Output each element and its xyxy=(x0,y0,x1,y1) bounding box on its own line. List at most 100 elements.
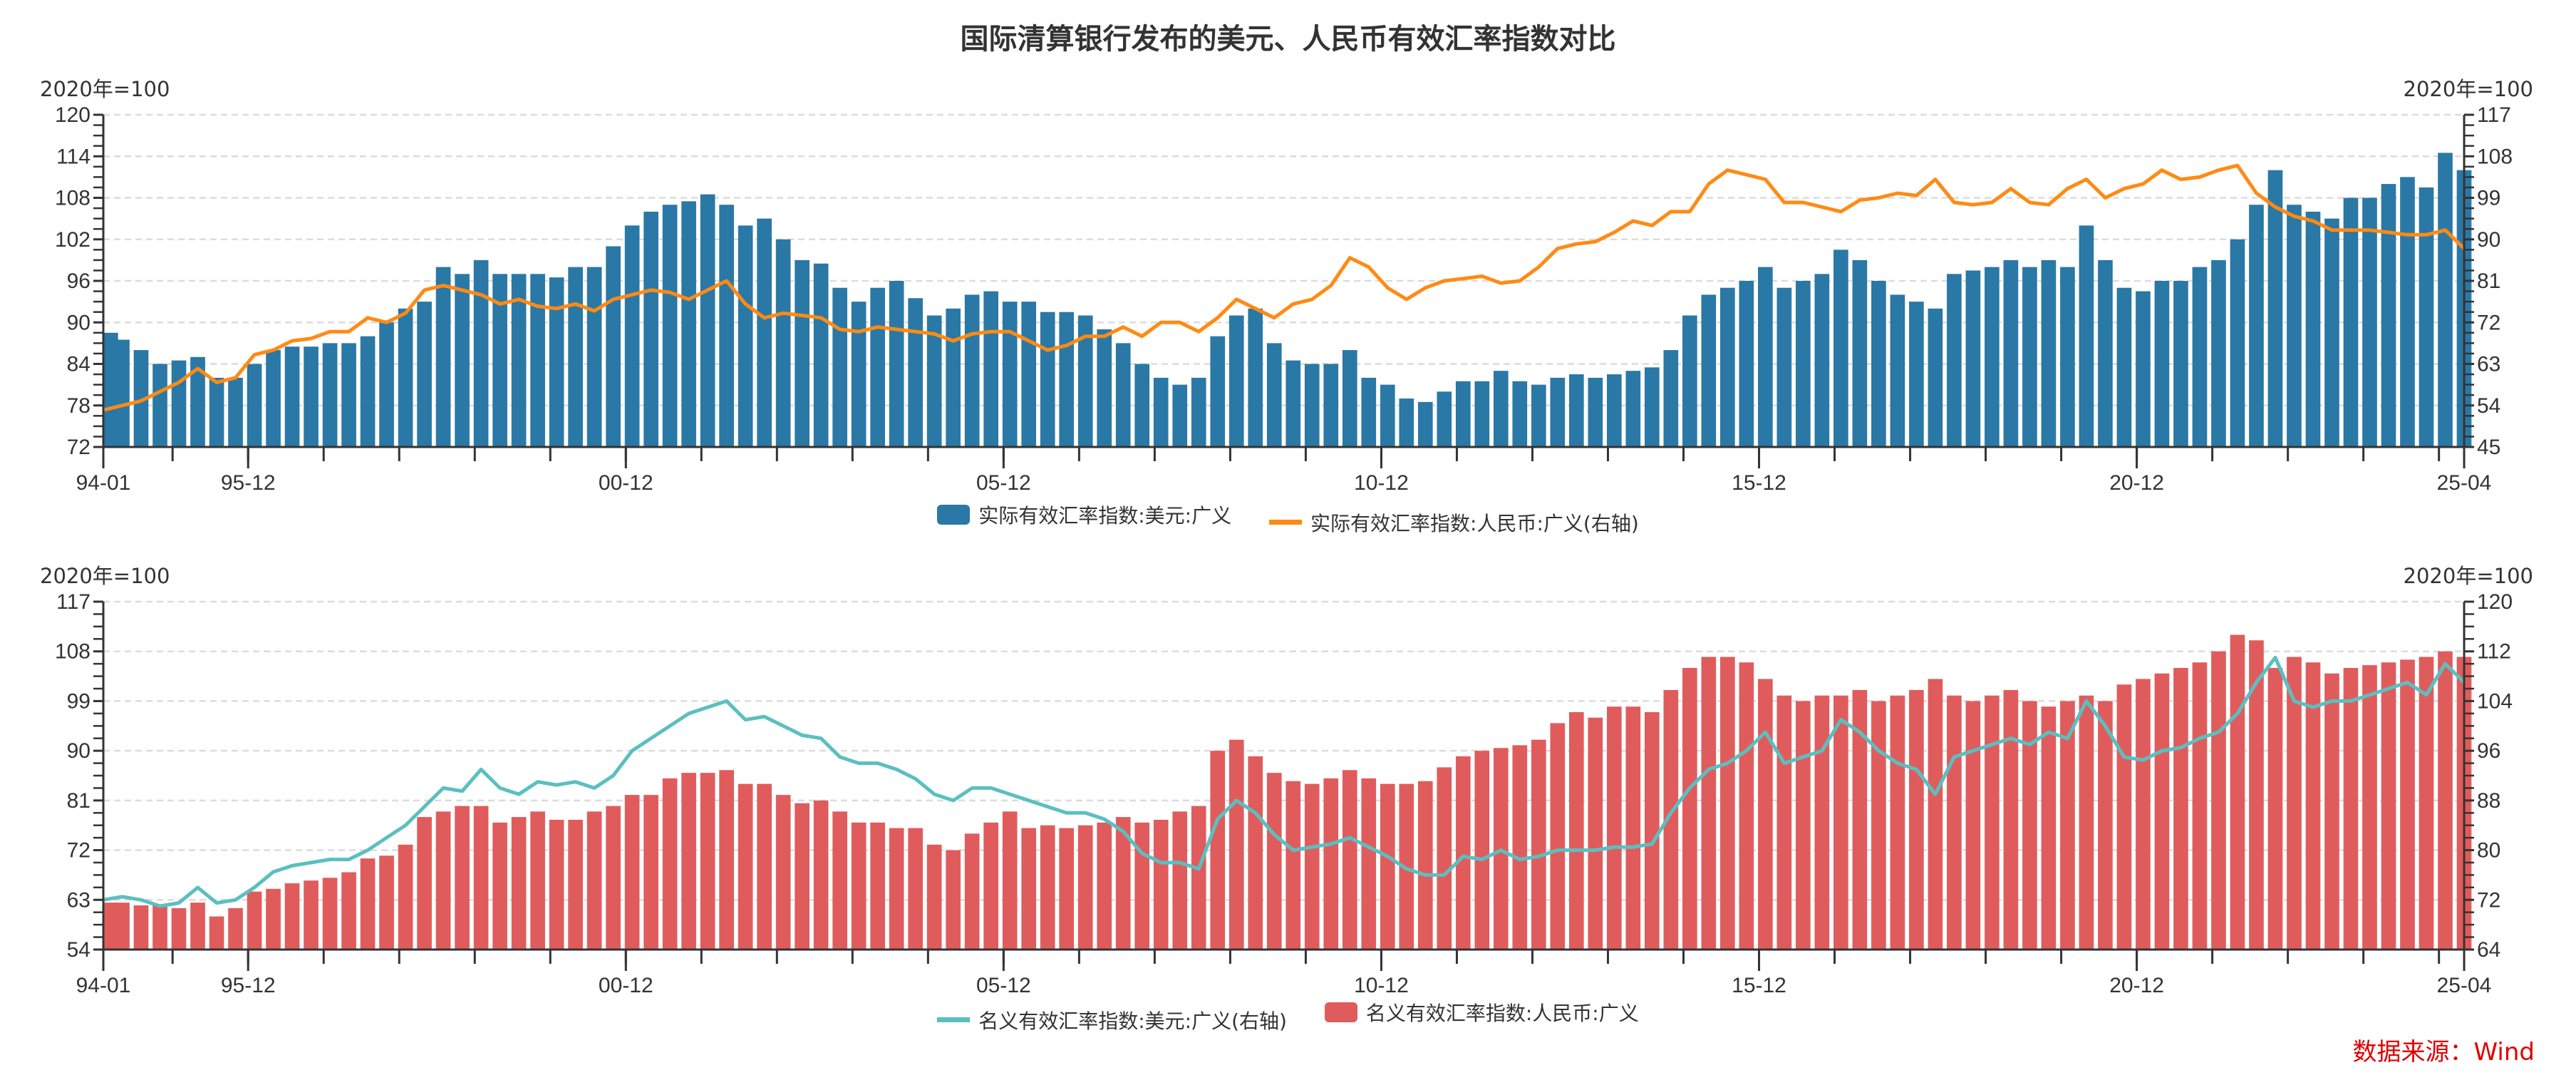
bar xyxy=(870,287,886,447)
bar xyxy=(1985,267,2000,447)
bar xyxy=(2192,267,2208,447)
bar xyxy=(851,822,867,950)
bar xyxy=(2249,640,2264,950)
bar xyxy=(2400,177,2415,447)
bar xyxy=(2079,695,2094,950)
bottom-left-axis-unit: 2020年=100 xyxy=(40,564,170,588)
bar xyxy=(1304,783,1320,950)
bar xyxy=(2136,291,2151,447)
bar xyxy=(606,806,621,950)
left-axis-tick-label: 84 xyxy=(67,353,90,376)
bar xyxy=(1758,267,1773,447)
bar xyxy=(1909,302,1924,447)
bar xyxy=(1588,377,1603,447)
x-axis-tick-label: 00-12 xyxy=(599,974,653,997)
left-axis-tick-label: 108 xyxy=(55,187,90,210)
bottom-right-axis-unit: 2020年=100 xyxy=(2403,564,2533,588)
bar xyxy=(964,294,980,447)
left-axis-tick-label: 117 xyxy=(56,590,90,614)
bar xyxy=(530,274,545,447)
legend-item-usd-real[interactable]: 实际有效汇率指数:美元:广义 xyxy=(937,500,1231,529)
bar xyxy=(2324,673,2339,950)
bar xyxy=(1776,695,1792,950)
bar xyxy=(152,905,167,950)
bar xyxy=(624,225,640,447)
bar xyxy=(700,773,715,950)
bottom-chart-nominal-effective: 54 63 72 81 90 99 108 117 64 72 80 88 96 104 112 120 94-… xyxy=(55,590,2513,997)
left-axis-tick-label: 72 xyxy=(67,436,90,459)
bar xyxy=(2305,662,2321,950)
bar xyxy=(2419,657,2434,950)
bar xyxy=(2267,667,2283,950)
bar xyxy=(322,878,338,950)
bar xyxy=(304,346,319,447)
bar xyxy=(1550,377,1566,447)
bottom-legend: 名义有效汇率指数:美元:广义(右轴) 名义有效汇率指数:人民币:广义 xyxy=(0,998,2576,1034)
bar xyxy=(1965,701,1981,950)
bar xyxy=(813,800,829,950)
left-axis-tick-label: 114 xyxy=(56,145,90,168)
bar xyxy=(103,903,118,950)
right-axis-tick-label: 112 xyxy=(2477,640,2511,664)
left-axis-tick-label: 96 xyxy=(67,269,90,293)
bar xyxy=(1021,828,1037,950)
x-axis-tick-label: 95-12 xyxy=(221,471,276,495)
bar xyxy=(662,778,678,950)
bar xyxy=(2381,184,2396,447)
bar xyxy=(1947,695,1962,950)
legend-item-cny-real[interactable]: 实际有效汇率指数:人民币:广义(右轴) xyxy=(1269,508,1639,537)
bar xyxy=(738,783,753,950)
top-left-axis-unit: 2020年=100 xyxy=(40,77,170,101)
bar xyxy=(1323,778,1339,950)
right-axis-tick-label: 64 xyxy=(2477,938,2500,962)
bar xyxy=(398,844,413,950)
left-axis-tick-label: 102 xyxy=(55,228,90,252)
bar xyxy=(1776,287,1792,447)
bar xyxy=(1286,360,1301,447)
legend-item-usd-nominal[interactable]: 名义有效汇率指数:美元:广义(右轴) xyxy=(937,1006,1287,1034)
bar xyxy=(908,298,924,447)
bar xyxy=(1814,695,1830,950)
legend-swatch-line xyxy=(1269,520,1303,525)
x-axis-tick-label: 25-04 xyxy=(2437,471,2492,495)
bar xyxy=(719,205,734,447)
bar xyxy=(2381,662,2396,950)
bar xyxy=(2041,259,2057,447)
bar xyxy=(228,907,243,950)
left-axis-tick-label: 108 xyxy=(55,640,90,664)
bar xyxy=(417,817,432,950)
bar xyxy=(1796,701,1811,950)
right-axis-tick-label: 88 xyxy=(2477,789,2500,813)
left-axis-tick-label: 81 xyxy=(67,789,90,813)
bar xyxy=(1191,806,1206,950)
legend-label: 名义有效汇率指数:美元:广义(右轴) xyxy=(978,1009,1287,1033)
legend-swatch-line xyxy=(937,1017,971,1022)
bar xyxy=(681,773,696,950)
bar xyxy=(1417,781,1433,950)
x-axis-tick-label: 94-01 xyxy=(76,974,131,997)
bar xyxy=(813,263,829,447)
bar xyxy=(1286,781,1301,950)
bar xyxy=(1342,770,1357,950)
bar xyxy=(2022,701,2037,950)
legend-label: 实际有效汇率指数:美元:广义 xyxy=(978,504,1232,528)
bar xyxy=(492,822,507,950)
bar xyxy=(1266,343,1282,447)
bar xyxy=(2060,267,2075,447)
bar xyxy=(2098,259,2113,447)
bar xyxy=(1248,756,1263,950)
bar xyxy=(1115,817,1131,950)
bar xyxy=(1965,270,1981,447)
bar xyxy=(247,891,262,950)
bar xyxy=(1871,701,1886,950)
bar xyxy=(2324,218,2339,447)
bar xyxy=(983,822,999,950)
bar xyxy=(1720,657,1735,950)
bar xyxy=(2438,651,2453,950)
bar xyxy=(1852,259,1868,447)
bar xyxy=(757,783,772,950)
left-axis-tick-label: 78 xyxy=(67,394,90,418)
legend-item-cny-nominal[interactable]: 名义有效汇率指数:人民币:广义 xyxy=(1324,998,1639,1027)
bar xyxy=(115,339,130,447)
